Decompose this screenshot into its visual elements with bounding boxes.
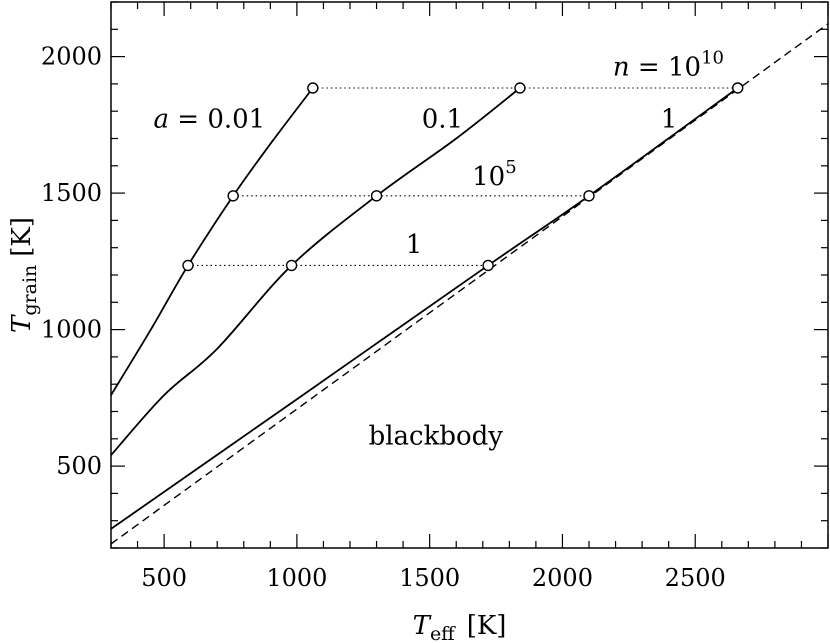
x-tick-label: 1000 (266, 564, 327, 592)
marker-circle (307, 82, 319, 94)
label-n-1e5-exp: 5 (505, 157, 516, 178)
x-tick-label: 2000 (532, 564, 593, 592)
y-tick-label: 1000 (41, 316, 102, 344)
x-tick-labels: 500 1000 1500 2000 2500 (141, 564, 726, 592)
y-tick-label: 2000 (41, 43, 102, 71)
label-n-eq: = (630, 53, 668, 83)
x-axis-title-main: T (413, 611, 432, 641)
marker-circle (370, 190, 383, 202)
series-layer (111, 23, 828, 545)
series-line-blackbody (111, 23, 828, 545)
marker-circle (514, 82, 526, 94)
label-a-001: a = 0.01 (153, 105, 265, 135)
plot-frame (110, 1, 829, 549)
label-blackbody: blackbody (369, 421, 504, 451)
label-n-1e10-base: 10 (668, 53, 701, 83)
label-n-1e5-base: 10 (472, 162, 505, 192)
markers (182, 82, 744, 272)
marker-circle (732, 82, 744, 94)
x-axis-title-sub: eff (430, 623, 456, 643)
tick-marks (110, 1, 829, 549)
marker-circle (227, 190, 239, 202)
y-axis-title: Tgrain [K] (7, 217, 41, 333)
marker-circle (583, 190, 595, 202)
y-tick-labels: 500 1000 1500 2000 (41, 43, 102, 481)
marker-circle (482, 259, 494, 272)
y-axis-title-sub: grain (19, 265, 41, 316)
series-line-a-0-01 (111, 87, 314, 396)
x-axis-title-unit: [K] (467, 611, 507, 641)
label-a-1: 1 (661, 105, 678, 135)
series-line-0-1 (111, 87, 521, 456)
x-tick-label: 1500 (399, 564, 460, 592)
x-tick-label: 500 (141, 564, 187, 592)
y-axis-title-unit: [K] (7, 217, 37, 257)
label-a-01: 0.1 (422, 105, 463, 135)
x-tick-label: 2500 (665, 564, 726, 592)
label-a-symbol: a (153, 105, 169, 135)
label-n-1: 1 (406, 230, 423, 260)
series-line-1 (111, 87, 739, 530)
y-axis-title-main: T (7, 314, 37, 333)
y-tick-label: 500 (56, 452, 102, 480)
y-tick-label: 1500 (41, 179, 102, 207)
label-a-value: = 0.01 (169, 105, 265, 135)
label-n-1e10: n = 1010 (613, 48, 724, 83)
x-axis-title: Teff [K] (413, 611, 507, 643)
label-n-symbol: n (613, 53, 630, 83)
label-n-1e5: 105 (472, 157, 517, 192)
marker-circle (182, 259, 194, 272)
label-n-1e10-exp: 10 (701, 48, 724, 69)
marker-circle (285, 259, 298, 272)
